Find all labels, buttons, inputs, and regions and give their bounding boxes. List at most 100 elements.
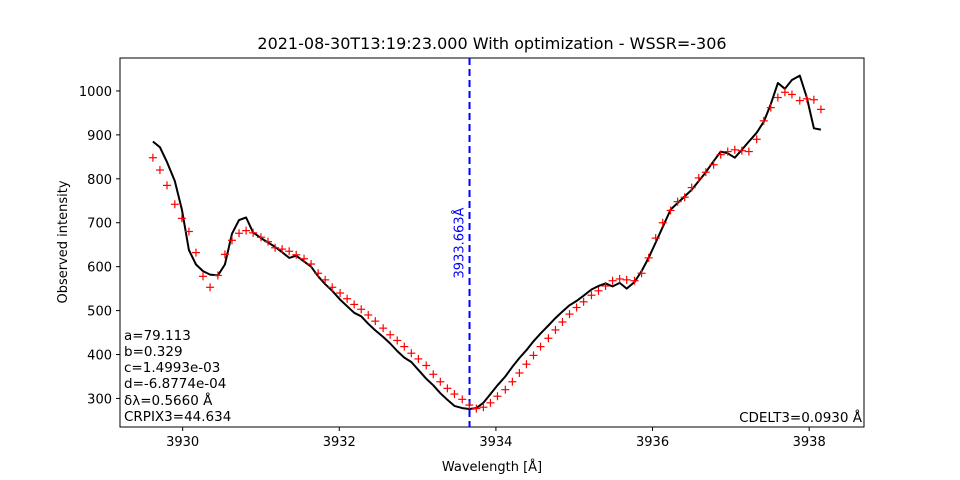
observed-point [709,160,718,169]
x-tick-label: 3930 [166,435,199,450]
observed-point [587,291,596,300]
y-axis-label: Observed intensity [56,180,71,303]
plot-frame [119,57,865,428]
observed-point [666,206,675,215]
observed-point [551,325,560,334]
param-c: c=1.4993e-03 [124,360,220,376]
observed-point [601,281,610,290]
series-layer [148,74,825,413]
observed-point [752,135,761,144]
observed-point [673,197,682,206]
param-a: a=79.113 [124,328,191,344]
observed-point [177,214,186,223]
observed-point [694,173,703,182]
observed-point [328,283,337,292]
observed-point [744,147,753,156]
observed-point [307,260,316,269]
param-b: b=0.329 [124,344,183,360]
observed-point [486,398,495,407]
observed-point [271,243,280,252]
observed-point [687,183,696,192]
x-tick-label: 3932 [323,435,356,450]
observed-point [594,286,603,295]
y-tick-label: 400 [87,349,112,364]
observed-point [780,88,789,97]
observed-point [242,226,251,235]
observed-point [622,275,631,284]
fit-line [152,74,822,410]
observed-point [501,385,510,394]
observed-point [651,234,660,243]
observed-point [264,237,273,246]
observed-point [658,218,667,227]
y-tick-label: 500 [87,305,112,320]
observed-point [184,227,193,236]
observed-point [522,360,531,369]
observed-point [458,395,467,404]
observed-point [278,245,287,254]
observed-point [680,193,689,202]
center-line-group: 3933.663Å [452,58,471,427]
observed-point [191,248,200,257]
observed-point [436,377,445,386]
observed-point [379,324,388,333]
observed-point [701,168,710,177]
observed-point [220,250,229,259]
observed-point [235,229,244,238]
x-tick-label: 3936 [636,435,669,450]
observed-point [479,403,488,412]
param-delta-lambda: δλ=0.5660 Å [124,392,213,409]
observed-point [386,330,395,339]
observed-point [364,310,373,319]
fit-parameters: a=79.113 b=0.329 c=1.4993e-03 d=-6.8774e… [124,328,231,425]
observed-point [737,146,746,155]
observed-point [321,275,330,284]
observed-point [357,305,366,314]
observed-point [766,103,775,112]
observed-point [723,147,732,156]
observed-point [615,274,624,283]
observed-point [529,351,538,360]
observed-point [285,247,294,256]
observed-point [429,370,438,379]
observed-point [759,116,768,125]
y-tick-label: 1000 [79,85,112,100]
y-ticks: 300 400 500 600 700 800 900 1000 [79,85,120,407]
observed-point [400,342,409,351]
observed-point [472,404,481,413]
observed-point [644,253,653,262]
observed-point [314,269,323,278]
y-tick-label: 800 [87,173,112,188]
observed-point [515,368,524,377]
observed-point [256,233,265,242]
observed-point [787,90,796,99]
x-tick-label: 3938 [793,435,826,450]
observed-point [162,181,171,190]
observed-point [443,384,452,393]
observed-point [393,336,402,345]
observed-point [730,145,739,154]
observed-point [565,310,574,319]
observed-point [407,349,416,358]
observed-point [795,96,804,105]
param-d: d=-6.8774e-04 [124,376,226,392]
observed-point [155,166,164,175]
observed-point [637,269,646,278]
observed-point [292,250,301,259]
observed-point [773,93,782,102]
observed-point [579,297,588,306]
x-axis-label: Wavelength [Å] [442,459,542,475]
x-tick-label: 3934 [479,435,512,450]
observed-point [493,392,502,401]
y-tick-label: 700 [87,217,112,232]
observed-point [544,334,553,343]
y-tick-label: 900 [87,129,112,144]
observed-point [148,153,157,162]
observed-point [213,271,222,280]
observed-point [300,254,309,263]
observed-point [816,105,825,114]
observed-point [630,276,639,285]
observed-point [336,289,345,298]
param-crpix3: CRPIX3=44.634 [124,409,231,425]
